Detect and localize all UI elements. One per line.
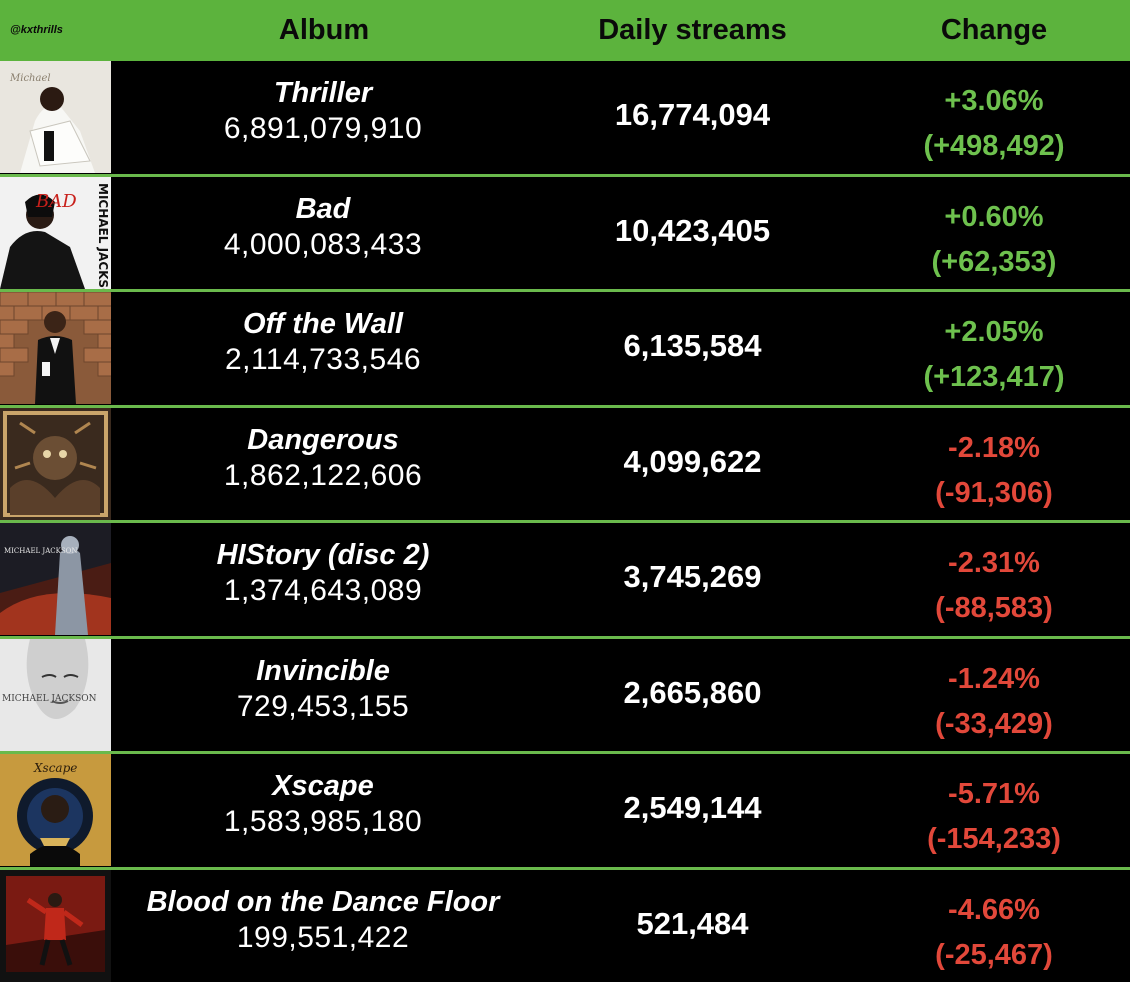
- invincible-cover-text: MICHAEL JACKSON: [2, 694, 97, 704]
- album-total-streams: 199,551,422: [111, 919, 535, 957]
- change-percent: +3.06%: [884, 79, 1104, 124]
- change-delta: (-88,583): [884, 586, 1104, 631]
- change-column-header: Change: [884, 14, 1104, 47]
- album-name: Invincible: [111, 654, 535, 688]
- history-cover-text: MICHAEL JACKSON: [4, 547, 78, 555]
- change-value: -5.71% (-154,233): [884, 772, 1104, 862]
- album-name: HIStory (disc 2): [111, 538, 535, 572]
- table-row: BAD MICHAEL JACKSON Bad 4,000,083,433 10…: [0, 177, 1130, 293]
- change-delta: (-25,467): [884, 933, 1104, 978]
- daily-streams: 521,484: [555, 906, 830, 942]
- change-delta: (+498,492): [884, 124, 1104, 169]
- daily-streams: 2,665,860: [555, 675, 830, 711]
- invincible-cover-icon: MICHAEL JACKSON: [0, 639, 111, 751]
- change-value: +0.60% (+62,353): [884, 195, 1104, 285]
- album-table: Michael Thriller 6,891,079,910 16,774,09…: [0, 61, 1130, 982]
- album-name: Thriller: [111, 76, 535, 110]
- change-value: +2.05% (+123,417): [884, 310, 1104, 400]
- album-total-streams: 6,891,079,910: [111, 110, 535, 148]
- off-the-wall-cover-icon: [0, 292, 111, 404]
- album-total-streams: 2,114,733,546: [111, 341, 535, 379]
- album-name: Dangerous: [111, 423, 535, 457]
- table-row: Off the Wall 2,114,733,546 6,135,584 +2.…: [0, 292, 1130, 408]
- bad-cover-side-text: MICHAEL JACKSON: [96, 183, 110, 289]
- change-percent: +2.05%: [884, 310, 1104, 355]
- thriller-cover-icon: Michael: [0, 61, 111, 173]
- album-name: Off the Wall: [111, 307, 535, 341]
- change-value: -2.31% (-88,583): [884, 541, 1104, 631]
- album-name: Bad: [111, 192, 535, 226]
- change-percent: -2.18%: [884, 426, 1104, 471]
- change-percent: -2.31%: [884, 541, 1104, 586]
- daily-streams: 16,774,094: [555, 97, 830, 133]
- change-percent: -5.71%: [884, 772, 1104, 817]
- daily-streams: 3,745,269: [555, 559, 830, 595]
- change-delta: (-91,306): [884, 471, 1104, 516]
- table-row: MICHAEL JACKSON Invincible 729,453,155 2…: [0, 639, 1130, 755]
- history-cover-icon: MICHAEL JACKSON: [0, 523, 111, 635]
- album-total-streams: 4,000,083,433: [111, 226, 535, 264]
- author-handle: @kxthrills: [10, 24, 63, 36]
- svg-text:Michael: Michael: [9, 73, 51, 84]
- table-row: Michael Thriller 6,891,079,910 16,774,09…: [0, 61, 1130, 177]
- table-row: Xscape Xscape 1,583,985,180 2,549,144 -5…: [0, 754, 1130, 870]
- album-total-streams: 1,862,122,606: [111, 457, 535, 495]
- daily-streams: 4,099,622: [555, 444, 830, 480]
- dangerous-cover-icon: [0, 408, 111, 520]
- change-delta: (+62,353): [884, 240, 1104, 285]
- bad-cover-icon: BAD MICHAEL JACKSON: [0, 177, 111, 289]
- table-row: MICHAEL JACKSON HIStory (disc 2) 1,374,6…: [0, 523, 1130, 639]
- change-value: -1.24% (-33,429): [884, 657, 1104, 747]
- album-name: Xscape: [111, 769, 535, 803]
- album-total-streams: 1,583,985,180: [111, 803, 535, 841]
- bad-cover-title: BAD: [35, 191, 77, 212]
- xscape-cover-icon: Xscape: [0, 754, 111, 866]
- xscape-cover-text: Xscape: [33, 761, 77, 775]
- change-value: -2.18% (-91,306): [884, 426, 1104, 516]
- album-column-header: Album: [214, 14, 434, 47]
- change-percent: +0.60%: [884, 195, 1104, 240]
- album-total-streams: 1,374,643,089: [111, 572, 535, 610]
- album-name: Blood on the Dance Floor: [111, 885, 535, 919]
- album-total-streams: 729,453,155: [111, 688, 535, 726]
- change-value: -4.66% (-25,467): [884, 888, 1104, 978]
- daily-streams-column-header: Daily streams: [555, 14, 830, 47]
- table-header: @kxthrills Album Daily streams Change: [0, 0, 1130, 61]
- table-row: Dangerous 1,862,122,606 4,099,622 -2.18%…: [0, 408, 1130, 524]
- daily-streams: 10,423,405: [555, 213, 830, 249]
- daily-streams: 6,135,584: [555, 328, 830, 364]
- change-delta: (-33,429): [884, 702, 1104, 747]
- table-row: Blood on the Dance Floor 199,551,422 521…: [0, 870, 1130, 982]
- change-percent: -1.24%: [884, 657, 1104, 702]
- change-delta: (+123,417): [884, 355, 1104, 400]
- blood-on-the-dance-floor-cover-icon: [0, 870, 111, 982]
- change-delta: (-154,233): [884, 817, 1104, 862]
- daily-streams: 2,549,144: [555, 790, 830, 826]
- change-percent: -4.66%: [884, 888, 1104, 933]
- change-value: +3.06% (+498,492): [884, 79, 1104, 169]
